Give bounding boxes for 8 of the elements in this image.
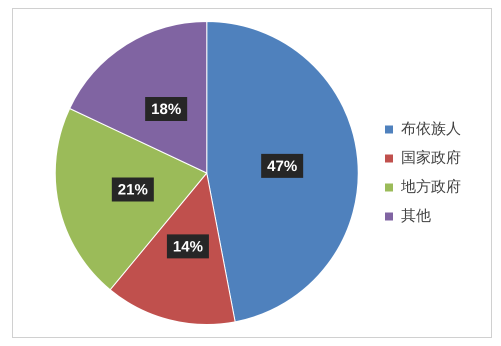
data-label: 18% <box>151 101 182 118</box>
data-label: 47% <box>267 158 298 176</box>
data-label: 21% <box>118 182 148 199</box>
legend-label: 其他 <box>401 206 431 224</box>
legend-label: 国家政府 <box>401 148 461 166</box>
legend-label: 地方政府 <box>400 177 461 196</box>
legend-label: 布依族人 <box>401 119 461 138</box>
data-label: 14% <box>172 238 203 256</box>
